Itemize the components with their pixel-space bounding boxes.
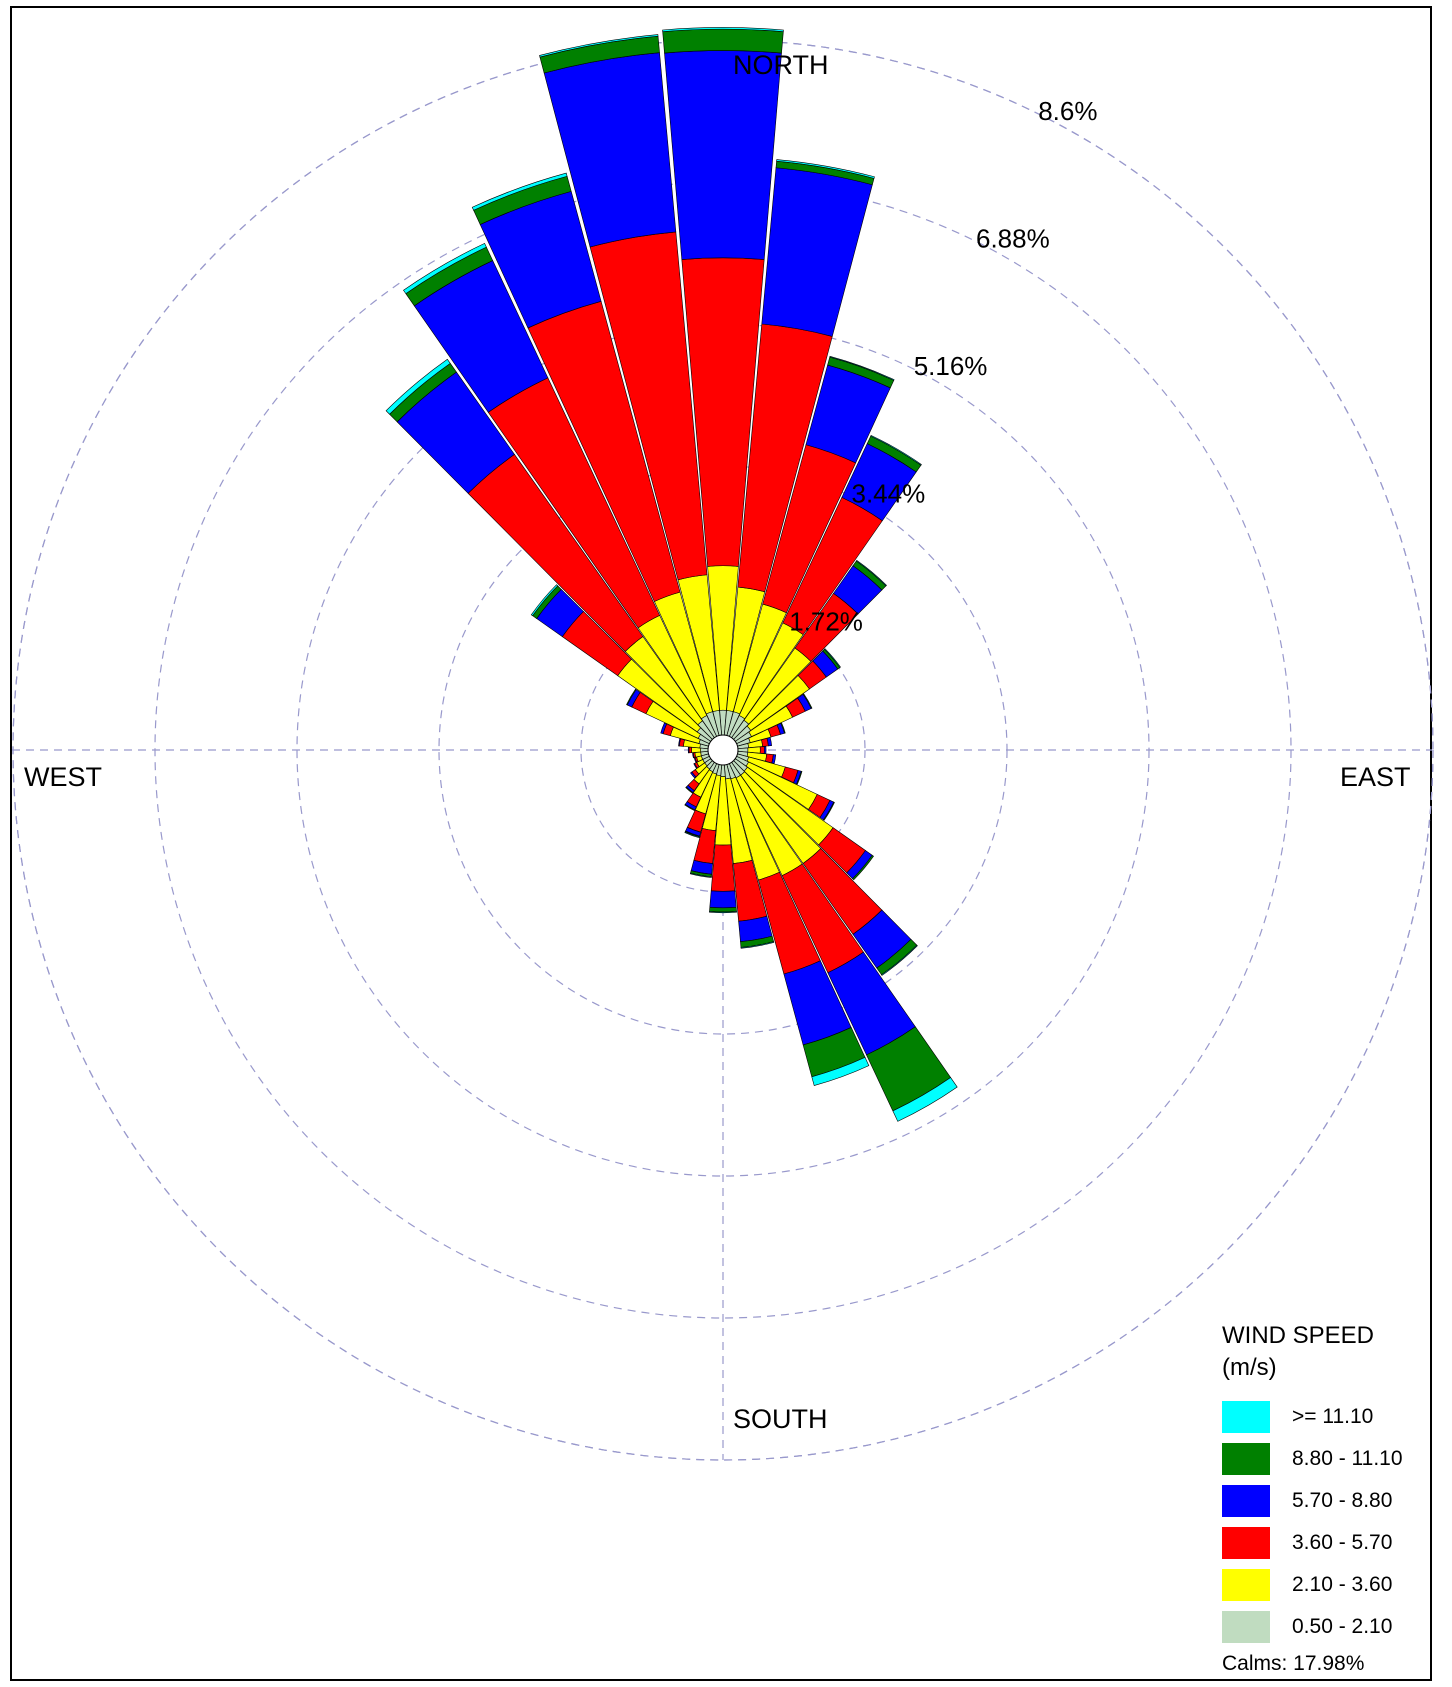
ring-label: 1.72%: [789, 606, 863, 636]
ring-labels-group: 1.72% 3.44% 5.16% 6.88% 8.6%: [789, 96, 1097, 637]
petal-segment: [829, 355, 895, 381]
legend-swatch: [1222, 1569, 1270, 1601]
petal-segment: [690, 771, 697, 779]
petal-segment: [664, 50, 782, 260]
legend-label: 2.10 - 3.60: [1292, 1573, 1393, 1596]
petal-segment: [852, 854, 874, 881]
legend-rows: >= 11.10 8.80 - 11.10 5.70 - 8.80 3.60 - 5.…: [1222, 1396, 1432, 1648]
petal-segment: [471, 172, 568, 211]
ring-label: 8.6%: [1038, 96, 1097, 126]
petal-segment: [824, 648, 841, 669]
petal-segment: [691, 747, 701, 753]
legend-item: >= 11.10: [1222, 1396, 1432, 1438]
petal-segment: [881, 944, 918, 976]
legend-swatch: [1222, 1443, 1270, 1475]
ring-label: 3.44%: [852, 479, 926, 509]
petal-segment: [771, 754, 777, 764]
petal-segment: [693, 763, 698, 769]
petal-segment: [385, 358, 451, 415]
ring-label: 5.16%: [914, 351, 988, 381]
petal-segment: [796, 770, 803, 785]
petal-segment: [761, 167, 873, 337]
legend-label: 3.60 - 5.70: [1292, 1531, 1393, 1554]
legend-item: 0.50 - 2.10: [1222, 1606, 1432, 1648]
petal-segment: [687, 746, 690, 754]
legend-title: WIND SPEED (m/s): [1222, 1320, 1432, 1384]
petal-segment: [689, 872, 712, 878]
petal-segment: [710, 844, 736, 892]
legend-swatch: [1222, 1485, 1270, 1517]
petal-segment: [892, 1077, 958, 1122]
petal-segment: [662, 27, 784, 32]
ring-label: 6.88%: [976, 224, 1050, 254]
petal-segment: [539, 34, 659, 58]
petal-segment: [811, 1057, 870, 1086]
grid-ring: [580, 607, 866, 893]
legend: WIND SPEED (m/s) >= 11.10 8.80 - 11.10 5.7…: [1222, 1320, 1432, 1676]
axes-group: [12, 40, 1432, 1460]
petal-segment: [660, 722, 668, 735]
legend-title-line1: WIND SPEED: [1222, 1322, 1375, 1349]
legend-item: 3.60 - 5.70: [1222, 1522, 1432, 1564]
legend-swatch: [1222, 1401, 1270, 1433]
petal-segment: [685, 786, 694, 794]
petal-segment: [823, 801, 835, 821]
legend-label: 8.80 - 11.10: [1292, 1447, 1403, 1470]
legend-title-line2: (m/s): [1222, 1354, 1277, 1381]
petal-segment: [855, 559, 887, 587]
petal-segment: [530, 584, 559, 617]
petal-segment: [709, 911, 737, 914]
petal-segment: [626, 688, 637, 706]
legend-label: >= 11.10: [1292, 1405, 1374, 1428]
legend-label: 0.50 - 2.10: [1292, 1615, 1393, 1638]
direction-label-east: EAST: [1340, 762, 1411, 792]
petal-segment: [709, 890, 737, 909]
petals-group: [385, 27, 958, 1122]
petal-segment: [740, 941, 775, 949]
petal-segment: [759, 746, 765, 754]
petal-segment: [802, 693, 813, 709]
calms-label: Calms: 17.98%: [1222, 1652, 1365, 1675]
petal-segment: [403, 243, 487, 295]
petal-segment: [780, 722, 786, 734]
petal-segment: [684, 831, 700, 839]
direction-label-south: SOUTH: [733, 1404, 828, 1434]
petal-segment: [763, 746, 767, 754]
petal-segment: [766, 737, 772, 747]
petal-segment: [684, 803, 696, 812]
petal-segment: [870, 434, 922, 466]
legend-label: 5.70 - 8.80: [1292, 1489, 1393, 1512]
direction-label-north: NORTH: [733, 50, 829, 80]
legend-swatch: [1222, 1527, 1270, 1559]
petal-segment: [688, 746, 692, 754]
legend-item: 2.10 - 3.60: [1222, 1564, 1432, 1606]
calm-circle: [707, 734, 739, 766]
petal-segment: [709, 906, 737, 913]
legend-swatch: [1222, 1611, 1270, 1643]
petal-segment: [776, 159, 875, 179]
direction-label-west: WEST: [24, 762, 102, 792]
petal-segment: [678, 738, 681, 747]
legend-item: 8.80 - 11.10: [1222, 1438, 1432, 1480]
legend-item: 5.70 - 8.80: [1222, 1480, 1432, 1522]
